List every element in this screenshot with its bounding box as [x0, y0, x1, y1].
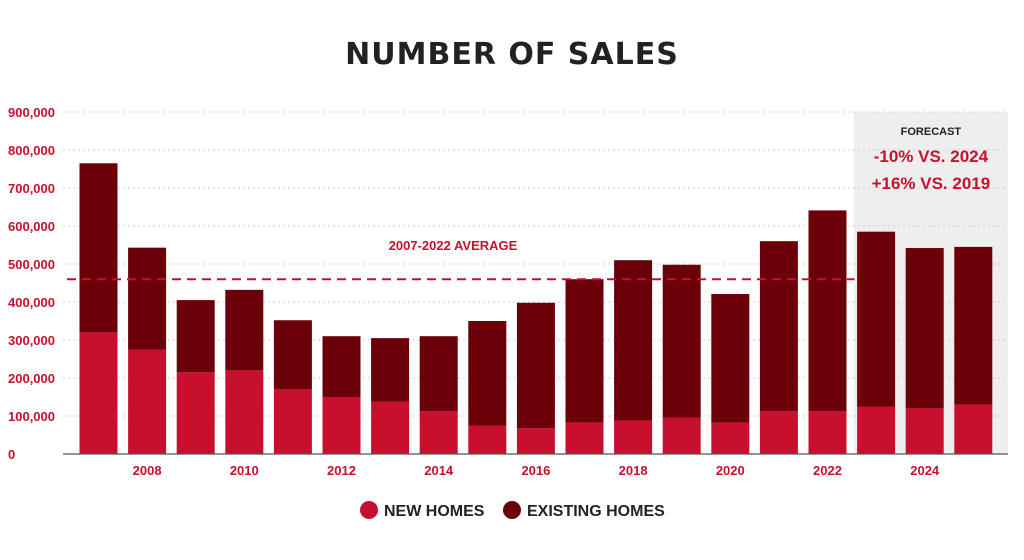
average-label: 2007-2022 AVERAGE	[389, 238, 518, 253]
bar-existing-homes	[176, 300, 215, 373]
x-tick-label: 2020	[716, 463, 745, 478]
bar-existing-homes	[128, 247, 167, 350]
bar-existing-homes	[225, 289, 264, 371]
x-tick-label: 2018	[619, 463, 648, 478]
bar-existing-homes	[711, 294, 750, 423]
forecast-line-1: -10% VS. 2024	[874, 147, 989, 166]
x-tick-label: 2022	[813, 463, 842, 478]
bar-new-homes	[273, 389, 312, 454]
legend-label-existing-homes: EXISTING HOMES	[527, 503, 665, 520]
forecast-line-2: +16% VS. 2019	[872, 174, 991, 193]
y-tick-label: 700,000	[8, 181, 55, 196]
bar-new-homes	[419, 411, 458, 454]
y-tick-label: 500,000	[8, 257, 55, 272]
bar-existing-homes	[662, 264, 701, 418]
bar-new-homes	[857, 406, 896, 454]
y-tick-label: 200,000	[8, 371, 55, 386]
y-tick-label: 400,000	[8, 295, 55, 310]
bar-existing-homes	[371, 338, 410, 402]
bar-new-homes	[322, 397, 361, 454]
bar-new-homes	[468, 425, 507, 454]
x-tick-label: 2024	[910, 463, 940, 478]
chart-title: NUMBER OF SALES	[345, 37, 679, 72]
x-tick-label: 2014	[424, 463, 454, 478]
bar-existing-homes	[273, 320, 312, 390]
y-tick-label: 100,000	[8, 409, 55, 424]
bar-new-homes	[371, 401, 410, 454]
legend-marker-existing-homes	[503, 501, 521, 519]
x-tick-label: 2008	[133, 463, 162, 478]
bar-existing-homes	[614, 260, 653, 421]
bar-existing-homes	[808, 210, 847, 412]
legend: NEW HOMES EXISTING HOMES	[360, 501, 665, 520]
y-tick-label: 900,000	[8, 105, 55, 120]
bar-new-homes	[128, 349, 167, 454]
bar-existing-homes	[905, 248, 944, 409]
bar-existing-homes	[954, 246, 993, 405]
bar-new-homes	[614, 420, 653, 454]
y-tick-label: 600,000	[8, 219, 55, 234]
bar-new-homes	[225, 370, 264, 454]
bar-new-homes	[954, 404, 993, 454]
bar-new-homes	[905, 408, 944, 454]
x-tick-label: 2010	[230, 463, 259, 478]
bar-existing-homes	[857, 231, 896, 407]
legend-label-new-homes: NEW HOMES	[384, 503, 485, 520]
bar-new-homes	[711, 422, 750, 454]
bar-new-homes	[565, 422, 604, 454]
bar-existing-homes	[516, 302, 555, 429]
y-axis-ticks: 900,000 800,000 700,000 600,000 500,000 400,0…	[8, 105, 55, 462]
bar-new-homes	[759, 411, 798, 454]
x-tick-label: 2012	[327, 463, 356, 478]
bar-existing-homes	[759, 241, 798, 412]
bar-existing-homes	[468, 321, 507, 426]
x-tick-label: 2016	[521, 463, 550, 478]
y-tick-label: 0	[8, 447, 15, 462]
bar-new-homes	[79, 332, 118, 454]
bar-new-homes	[516, 428, 555, 454]
y-tick-label: 300,000	[8, 333, 55, 348]
bar-new-homes	[176, 372, 215, 454]
forecast-label: FORECAST	[901, 126, 962, 138]
y-tick-label: 800,000	[8, 143, 55, 158]
bar-existing-homes	[322, 336, 361, 397]
x-axis-ticks: 2008 2010 2012 2014 2016 2018 2020 2022 2024	[133, 463, 940, 478]
bars	[79, 163, 993, 454]
bar-new-homes	[662, 417, 701, 454]
bar-existing-homes	[419, 336, 458, 412]
bar-existing-homes	[79, 163, 118, 333]
bar-existing-homes	[565, 279, 604, 423]
bar-new-homes	[808, 411, 847, 454]
legend-marker-new-homes	[360, 501, 378, 519]
